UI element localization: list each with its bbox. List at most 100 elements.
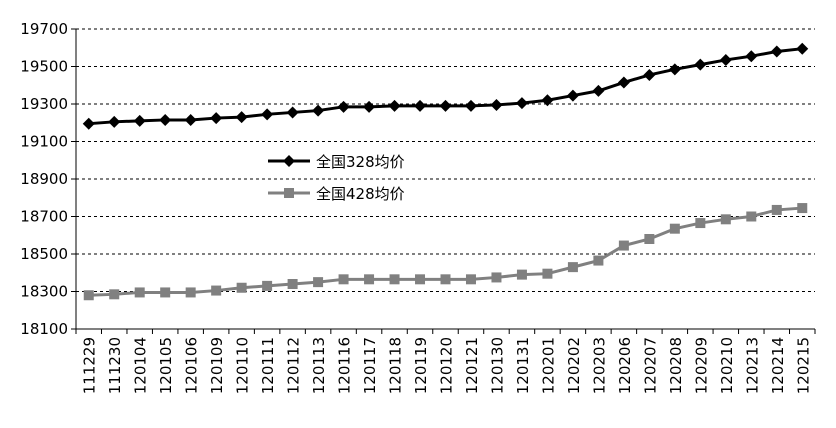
marker [439,99,452,112]
marker [211,285,222,296]
x-tick-label: 120113 [310,337,328,394]
marker [770,45,783,58]
x-tick-label: 120213 [743,337,761,394]
marker [720,214,731,225]
x-tick-label: 120112 [285,337,303,394]
marker [185,287,196,298]
x-tick-label: 111229 [81,337,99,394]
marker [464,99,477,112]
x-tick-label: 120105 [157,337,175,394]
marker [364,274,375,285]
marker [109,289,120,300]
x-tick-label: 120104 [132,337,150,394]
x-tick-label: 120109 [208,337,226,394]
legend-label: 全国428均价 [316,185,405,203]
marker [313,277,324,288]
marker [516,269,527,280]
marker [668,63,681,76]
y-tick-label: 18100 [20,320,68,338]
y-tick-label: 19300 [20,95,68,113]
legend-label: 全国328均价 [316,153,405,171]
marker [159,113,172,126]
x-tick-label: 120214 [769,337,787,394]
marker [389,274,400,285]
series-line [88,47,803,126]
marker [83,290,94,301]
marker [593,255,604,266]
marker [284,188,294,198]
x-tick-label: 120117 [361,337,379,394]
marker [566,89,579,102]
marker [515,97,528,110]
marker [108,115,121,128]
y-tick-label: 18700 [20,208,68,226]
marker [745,50,758,63]
x-tick-label: 120202 [565,337,583,394]
y-tick-label: 19700 [20,20,68,38]
x-tick-label: 120131 [514,337,532,394]
x-tick-label: 120209 [692,337,710,394]
x-tick-label: 120203 [590,337,608,394]
x-tick-label: 120110 [234,337,252,394]
marker [210,112,223,125]
marker [337,100,350,113]
marker [491,272,502,283]
x-tick-label: 120130 [488,337,506,394]
x-tick-label: 120208 [667,337,685,394]
marker [567,262,578,273]
marker [719,53,732,66]
x-tick-label: 120106 [183,337,201,394]
x-tick-label: 120118 [387,337,405,394]
x-tick-label: 120116 [336,337,354,394]
x-tick-label: 120206 [616,337,634,394]
marker [490,98,503,111]
marker [695,218,706,229]
x-tick-label: 120215 [794,337,812,394]
x-tick-label: 120121 [463,337,481,394]
marker [592,84,605,97]
marker [261,108,274,121]
marker [236,282,247,293]
marker [669,223,680,234]
marker [440,274,451,285]
marker [286,106,299,119]
marker [283,155,295,167]
marker [465,274,476,285]
y-tick-label: 18300 [20,283,68,301]
marker [262,280,273,291]
marker [644,234,655,244]
marker [338,274,349,285]
marker [184,113,197,126]
marker [796,42,809,55]
x-tick-label: 111230 [106,337,124,394]
marker [82,117,95,130]
marker [160,287,171,298]
marker [617,76,630,89]
x-tick-label: 120210 [718,337,736,394]
x-tick-label: 120119 [412,337,430,394]
marker [388,99,401,112]
y-tick-label: 19100 [20,133,68,151]
marker [771,204,782,215]
x-tick-label: 120207 [641,337,659,394]
marker [618,240,629,251]
marker [363,100,376,113]
marker [541,94,554,107]
marker [415,274,426,285]
x-tick-label: 120201 [539,337,557,394]
marker [643,68,656,81]
marker [542,268,553,279]
marker [797,203,808,214]
x-tick-label: 120120 [438,337,456,394]
marker [133,114,146,127]
marker [312,104,325,117]
y-tick-label: 18500 [20,245,68,263]
marker [746,211,757,222]
x-tick-label: 120111 [259,337,277,394]
y-tick-label: 18900 [20,170,68,188]
marker [414,99,427,112]
marker [134,287,145,298]
marker [694,58,707,71]
marker [235,111,248,124]
